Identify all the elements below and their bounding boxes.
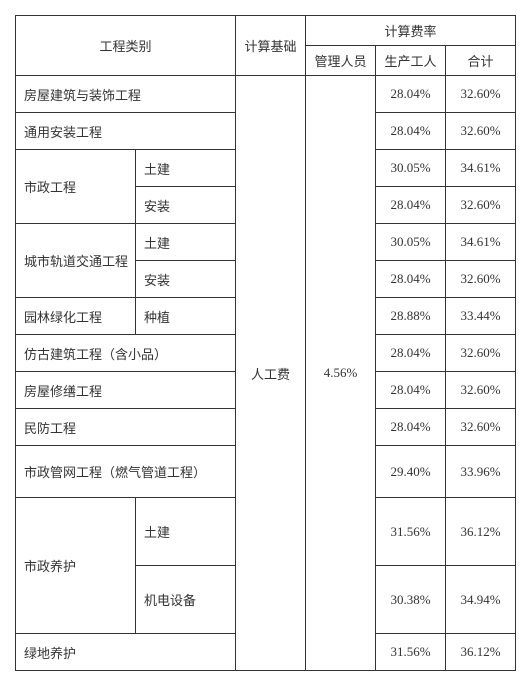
cell-subcategory: 机电设备 xyxy=(136,566,236,634)
cell-total: 32.60% xyxy=(446,372,516,409)
col-rate-group: 计算费率 xyxy=(306,16,516,46)
cell-total: 36.12% xyxy=(446,634,516,671)
cell-total: 32.60% xyxy=(446,187,516,224)
cell-category: 绿地养护 xyxy=(16,634,236,671)
col-basis: 计算基础 xyxy=(236,16,306,76)
cell-total: 34.94% xyxy=(446,566,516,634)
cell-basis: 人工费 xyxy=(236,76,306,671)
cell-subcategory: 土建 xyxy=(136,498,236,566)
col-category: 工程类别 xyxy=(16,16,236,76)
cell-subcategory: 土建 xyxy=(136,150,236,187)
cell-subcategory: 安装 xyxy=(136,187,236,224)
cell-total: 32.60% xyxy=(446,335,516,372)
cell-total: 33.44% xyxy=(446,298,516,335)
cell-worker: 29.40% xyxy=(376,446,446,498)
cell-category: 房屋修缮工程 xyxy=(16,372,236,409)
cell-category: 房屋建筑与装饰工程 xyxy=(16,76,236,113)
cell-worker: 30.05% xyxy=(376,150,446,187)
cell-worker: 28.04% xyxy=(376,261,446,298)
cell-total: 32.60% xyxy=(446,409,516,446)
cell-category: 市政管网工程（燃气管道工程） xyxy=(16,446,236,498)
cell-category: 市政养护 xyxy=(16,498,136,634)
col-worker: 生产工人 xyxy=(376,46,446,76)
cell-total: 34.61% xyxy=(446,150,516,187)
cell-category: 民防工程 xyxy=(16,409,236,446)
cell-worker: 28.04% xyxy=(376,335,446,372)
cell-worker: 28.04% xyxy=(376,372,446,409)
cell-subcategory: 土建 xyxy=(136,224,236,261)
cell-worker: 30.05% xyxy=(376,224,446,261)
cell-worker: 28.88% xyxy=(376,298,446,335)
cell-total: 32.60% xyxy=(446,113,516,150)
cell-category: 园林绿化工程 xyxy=(16,298,136,335)
cell-subcategory: 种植 xyxy=(136,298,236,335)
col-total: 合计 xyxy=(446,46,516,76)
cell-worker: 28.04% xyxy=(376,76,446,113)
cell-mgmt-rate: 4.56% xyxy=(306,76,376,671)
table-row: 房屋建筑与装饰工程 人工费 4.56% 28.04% 32.60% xyxy=(16,76,516,113)
cell-worker: 30.38% xyxy=(376,566,446,634)
cell-total: 32.60% xyxy=(446,76,516,113)
cell-total: 34.61% xyxy=(446,224,516,261)
col-mgmt: 管理人员 xyxy=(306,46,376,76)
cell-worker: 28.04% xyxy=(376,187,446,224)
cell-worker: 28.04% xyxy=(376,409,446,446)
cell-category: 仿古建筑工程（含小品） xyxy=(16,335,236,372)
cell-total: 33.96% xyxy=(446,446,516,498)
cell-worker: 31.56% xyxy=(376,498,446,566)
header-row-1: 工程类别 计算基础 计算费率 xyxy=(16,16,516,46)
rate-table: 工程类别 计算基础 计算费率 管理人员 生产工人 合计 房屋建筑与装饰工程 人工… xyxy=(15,15,516,671)
cell-worker: 31.56% xyxy=(376,634,446,671)
cell-category: 通用安装工程 xyxy=(16,113,236,150)
cell-worker: 28.04% xyxy=(376,113,446,150)
cell-subcategory: 安装 xyxy=(136,261,236,298)
cell-total: 32.60% xyxy=(446,261,516,298)
cell-category: 城市轨道交通工程 xyxy=(16,224,136,298)
cell-category: 市政工程 xyxy=(16,150,136,224)
cell-total: 36.12% xyxy=(446,498,516,566)
